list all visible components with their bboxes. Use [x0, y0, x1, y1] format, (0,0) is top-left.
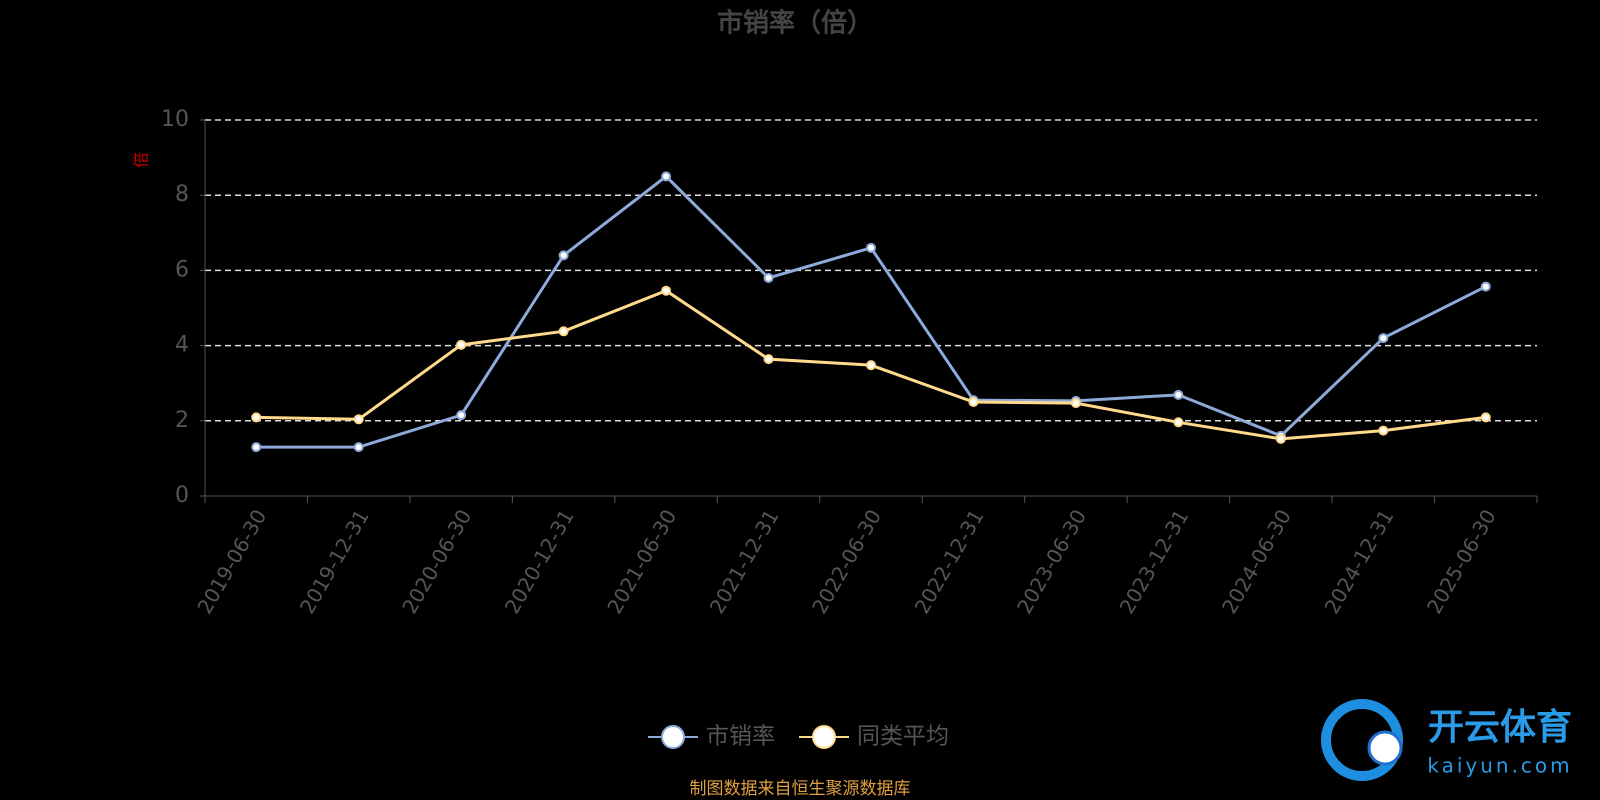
point	[251, 412, 262, 423]
series-line	[256, 174, 1487, 449]
point	[661, 285, 672, 296]
y-tick-label: 6	[175, 257, 189, 282]
y-tick-label: 4	[175, 333, 189, 358]
point	[661, 171, 672, 182]
x-tick-label: 2024-06-30	[1217, 505, 1296, 618]
x-tick-label: 2022-06-30	[807, 505, 886, 618]
x-tick-label: 2020-12-31	[500, 505, 579, 618]
logo-ball	[1367, 730, 1403, 766]
x-tick-label: 2020-06-30	[397, 505, 476, 618]
point	[866, 360, 876, 371]
watermark-subtitle: kaiyun.com	[1427, 754, 1572, 778]
x-tick-label: 2023-12-31	[1115, 505, 1194, 618]
y-tick-label: 0	[175, 483, 189, 508]
point	[1480, 412, 1491, 423]
point	[763, 354, 774, 365]
x-tick-label: 2021-12-31	[705, 505, 784, 618]
point	[1480, 281, 1491, 292]
x-tick-label: 2024-12-31	[1319, 505, 1398, 618]
legend-label[interactable]: 同类平均	[857, 724, 949, 750]
point	[558, 326, 569, 337]
point	[558, 250, 569, 261]
point	[968, 397, 979, 407]
x-tick-label: 2023-06-30	[1012, 505, 1091, 618]
point	[763, 272, 774, 283]
point	[456, 410, 467, 421]
point	[1173, 389, 1184, 400]
y-tick-label: 8	[175, 182, 189, 207]
point	[1173, 417, 1184, 428]
legend-marker[interactable]	[661, 725, 685, 749]
point	[1275, 433, 1286, 444]
point	[1070, 398, 1081, 409]
x-tick-label: 2021-06-30	[602, 505, 681, 618]
point	[251, 442, 262, 453]
chart-title: 市销率（倍）	[717, 8, 873, 39]
point	[1378, 425, 1389, 436]
watermark-title: 开云体育	[1428, 707, 1572, 748]
x-tick-label: 2022-12-31	[910, 505, 989, 618]
y-tick-label: 10	[161, 107, 189, 132]
y-axis-label: 倍	[132, 152, 151, 168]
legend-marker[interactable]	[812, 725, 836, 749]
point	[353, 414, 364, 425]
point	[456, 339, 467, 350]
x-tick-label: 2019-12-31	[295, 505, 374, 618]
point	[353, 442, 364, 453]
legend-label[interactable]: 市销率	[706, 724, 775, 750]
x-tick-label: 2019-06-30	[192, 505, 271, 618]
watermark: 开云体育 kaiyun.com	[1321, 699, 1572, 781]
x-tick-label: 2025-06-30	[1422, 505, 1501, 618]
y-tick-label: 2	[175, 408, 189, 433]
footer: 制图数据来自恒生聚源数据库	[690, 779, 911, 799]
point	[866, 242, 876, 253]
point	[1378, 333, 1389, 344]
